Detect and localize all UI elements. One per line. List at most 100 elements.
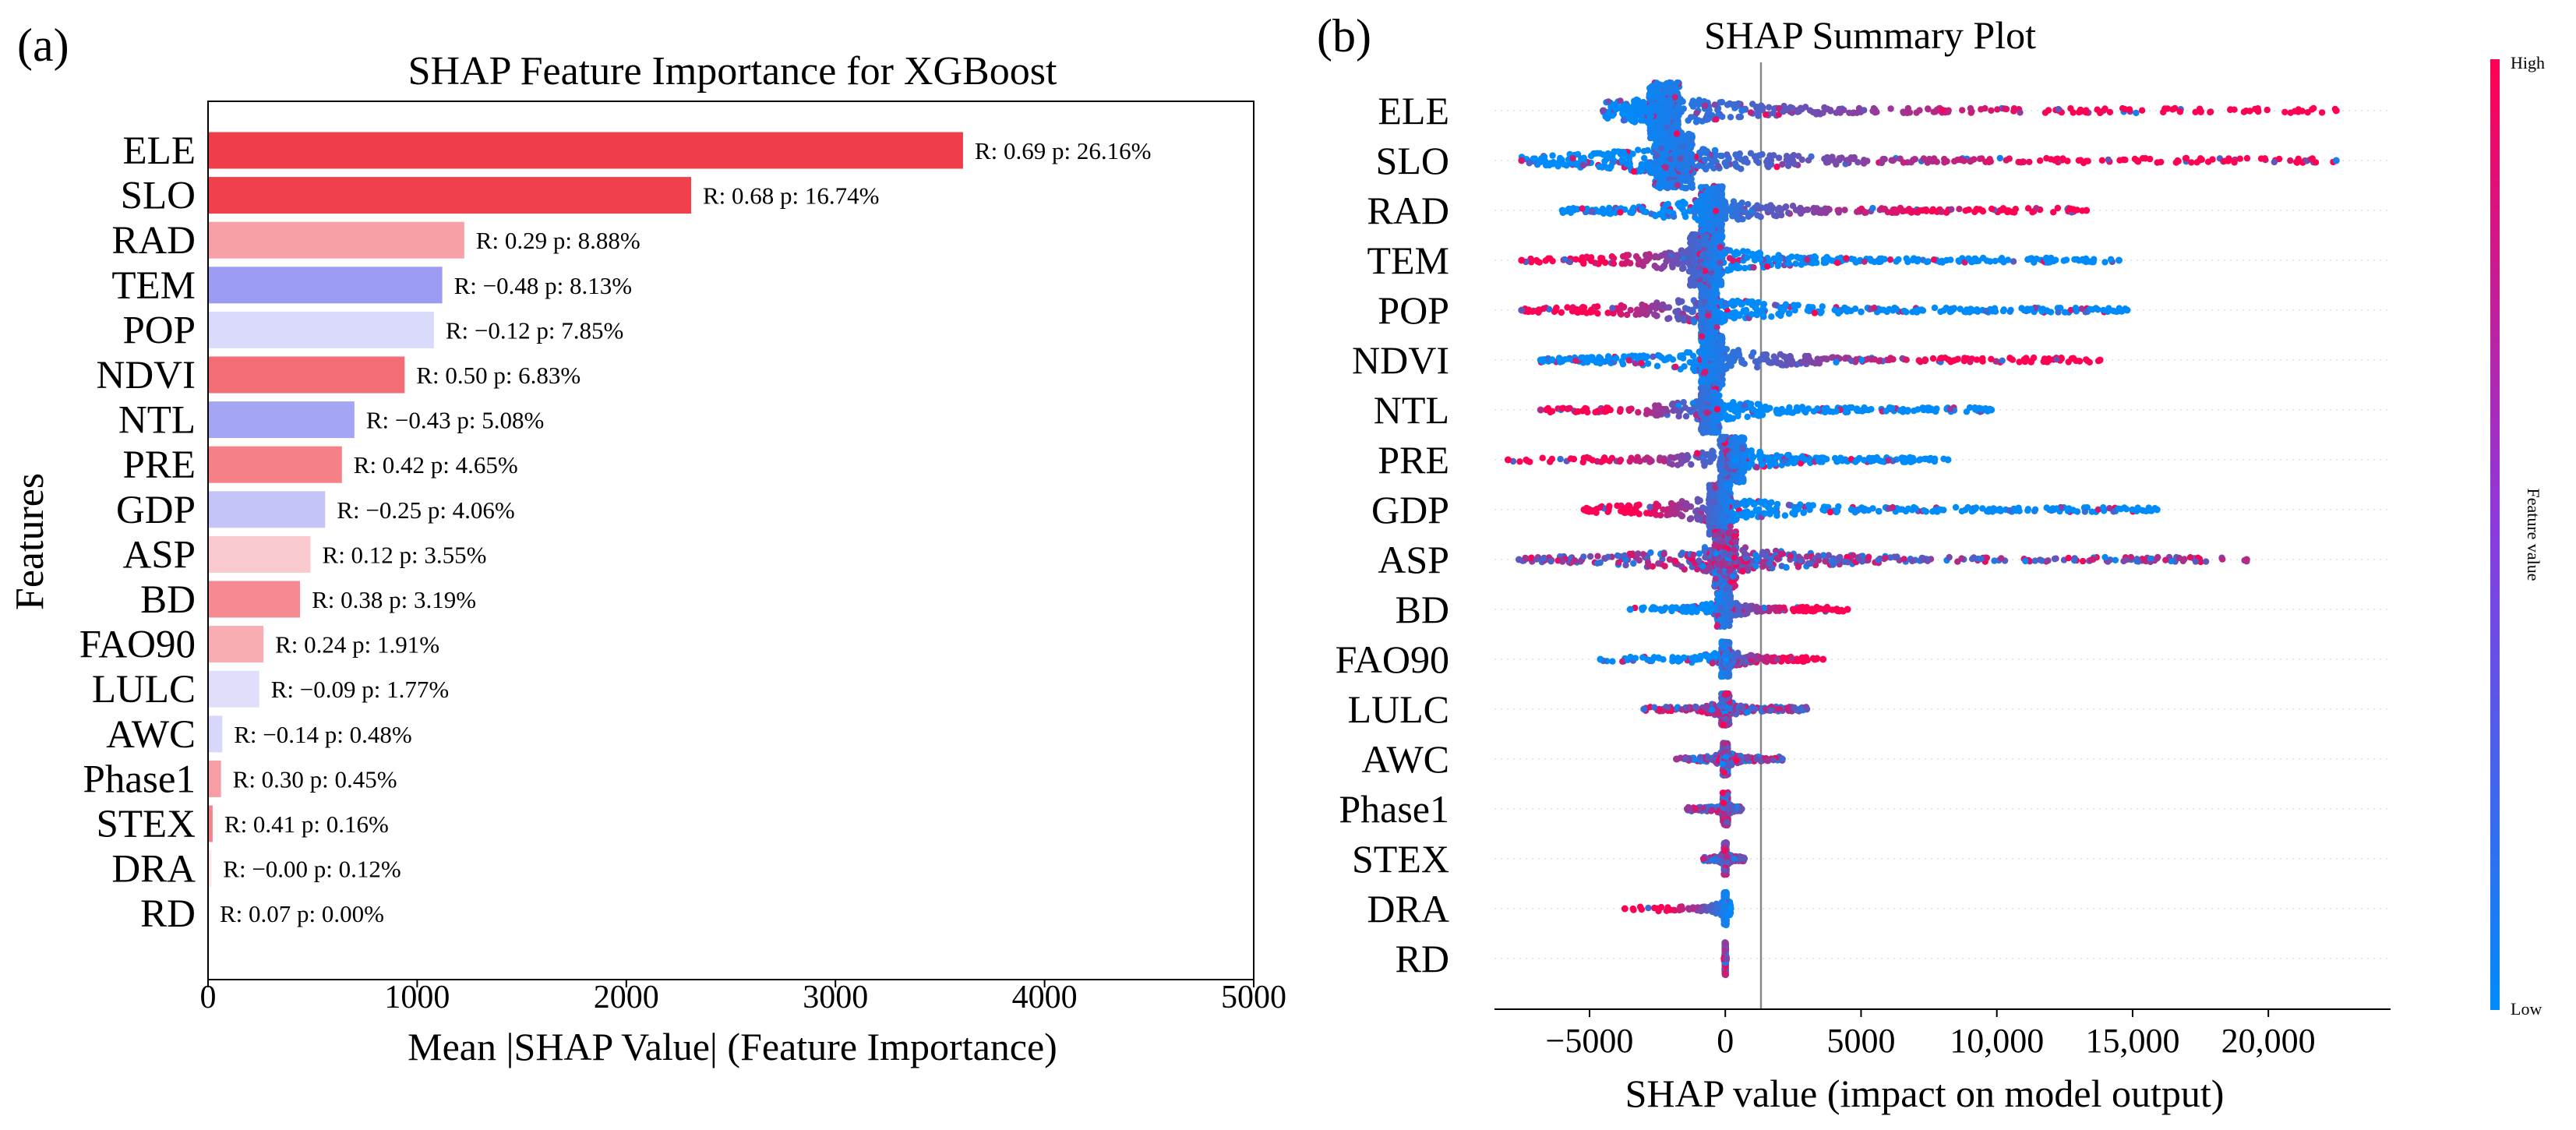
shap-point [1656, 98, 1664, 105]
shap-point [1954, 355, 1961, 362]
shap-point [1604, 356, 1612, 364]
shap-point [1791, 161, 1798, 168]
shap-point [1670, 213, 1678, 221]
shap-point [2091, 256, 2098, 263]
shap-point [1955, 257, 1962, 264]
shap-point [1922, 206, 1930, 214]
bar-annotation-bd: R: 0.38 p: 3.19% [312, 586, 476, 613]
shap-point [1887, 105, 1894, 112]
shap-point [2182, 155, 2190, 162]
shap-point [1719, 113, 1726, 120]
shap-point [1738, 301, 1745, 308]
shap-point [1685, 175, 1692, 183]
shap-point [1626, 110, 1634, 117]
shap-point [1923, 258, 1930, 266]
shap-point [1709, 304, 1716, 311]
shap-point [1641, 154, 1648, 162]
shap-point [1715, 163, 1722, 170]
shap-point [1590, 150, 1597, 157]
shap-point [1824, 105, 1831, 112]
feature-label-tem: TEM [111, 264, 196, 308]
shap-point [1712, 313, 1720, 320]
feature-label-pre: PRE [122, 443, 196, 487]
shap-point [1771, 212, 1778, 219]
x-tick-label-a: 3000 [803, 980, 868, 1015]
shap-point [2050, 209, 2057, 216]
shap-point [1722, 299, 1729, 307]
shap-point [2098, 157, 2106, 164]
shap-point [1596, 354, 1603, 361]
shap-point [1725, 206, 1732, 214]
shap-point [1696, 99, 1703, 106]
shap-point [1688, 183, 1695, 190]
feature-label-slo: SLO [121, 175, 196, 218]
shap-point [1630, 168, 1638, 175]
shap-point [1558, 357, 1565, 365]
shap-point [1950, 305, 1958, 312]
shap-point [2015, 158, 2022, 166]
shap-point [1610, 260, 1618, 267]
shap-point [1747, 150, 1755, 157]
shap-point [2116, 157, 2123, 164]
shap-point [1711, 147, 1719, 154]
bar-annotation-tem: R: −0.48 p: 8.13% [454, 272, 632, 299]
shap-point [1795, 254, 1803, 262]
shap-point [1669, 263, 1676, 270]
shap-point [1794, 108, 1801, 115]
shap-point [1597, 360, 1604, 367]
shap-point [1677, 155, 1684, 162]
feature-label-lulc: LULC [92, 668, 196, 712]
shap-point [1648, 108, 1655, 115]
shap-point [1775, 111, 1782, 118]
shap-point [2312, 159, 2320, 166]
shap-point [1607, 153, 1614, 160]
shap-point [1679, 260, 1686, 267]
bar-annotation-ele: R: 0.69 p: 26.16% [975, 137, 1151, 164]
shap-point [1634, 355, 1641, 362]
bar-fao90 [208, 626, 264, 663]
shap-point [1979, 208, 1987, 215]
bar-annotation-awc: R: −0.14 p: 0.48% [234, 721, 411, 748]
shap-point [1841, 355, 1849, 362]
shap-point [1714, 359, 1721, 367]
shap-point [2009, 208, 2016, 216]
shap-point [1651, 311, 1658, 318]
shap-point [1988, 107, 1995, 114]
shap-point [1739, 248, 1747, 255]
shap-point [1762, 351, 1769, 358]
shap-point [1785, 255, 1792, 262]
shap-point [1881, 156, 1888, 163]
shap-point [1709, 348, 1716, 355]
shap-point [1878, 306, 1885, 313]
shap-point [1652, 213, 1659, 220]
shap-point [1558, 309, 1565, 316]
shap-point [1600, 151, 1607, 158]
shap-point [2006, 308, 2013, 315]
shap-point [1660, 150, 1667, 157]
shap-point [1732, 163, 1740, 170]
shap-point [1697, 184, 1705, 191]
shap-point [2097, 109, 2104, 117]
shap-point [1818, 210, 1825, 217]
shap-point [1731, 299, 1739, 306]
shap-point [1727, 114, 1734, 121]
shap-point [1695, 117, 1702, 124]
shap-point [1646, 168, 1654, 176]
shap-point [1967, 104, 1974, 112]
shap-point [1957, 305, 1964, 313]
shap-point [1956, 206, 1963, 213]
shap-point [1700, 320, 1708, 327]
shap-point [1826, 157, 1833, 164]
shap-point [1897, 204, 1904, 212]
bar-dra [208, 850, 212, 888]
shap-point [1731, 250, 1738, 257]
shap-point [1710, 235, 1717, 243]
shap-point [1750, 264, 1757, 271]
feature-label-bd: BD [140, 578, 196, 622]
shap-point [1646, 304, 1654, 311]
shap-point [1579, 205, 1586, 212]
shap-point [1594, 310, 1601, 317]
shap-point [1861, 209, 1868, 217]
row-guides [1494, 110, 2391, 959]
shap-point [2006, 155, 2013, 162]
